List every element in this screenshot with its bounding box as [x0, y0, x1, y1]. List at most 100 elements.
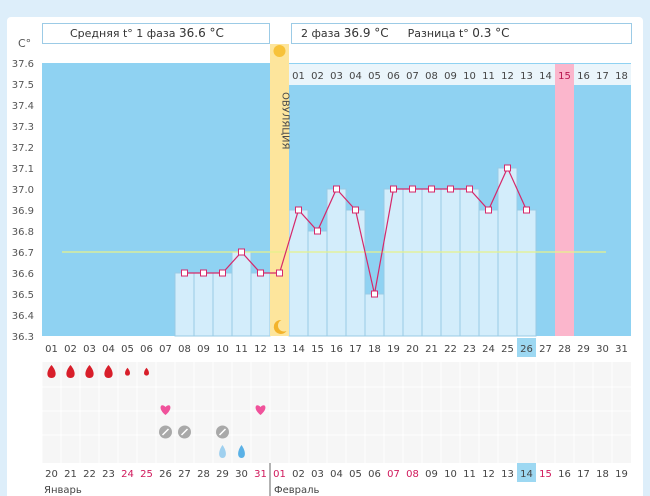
phase2-day-label: 02	[311, 71, 324, 82]
month-label-left: Январь	[44, 485, 82, 496]
sun-icon	[273, 45, 286, 57]
temperature-point[interactable]	[371, 290, 378, 298]
phase2-day-label: 03	[330, 71, 343, 82]
blood-drop-icon[interactable]	[85, 365, 94, 378]
temperature-point[interactable]	[333, 185, 340, 193]
cycle-day-label: 28	[558, 344, 571, 355]
cycle-day-label: 23	[463, 344, 476, 355]
y-tick-label: 37.5	[12, 80, 34, 91]
temperature-point[interactable]	[219, 269, 226, 277]
temperature-point[interactable]	[485, 206, 492, 214]
phase1-summary: Средняя t° 1 фаза 36.6 °C	[42, 23, 270, 44]
cycle-day-label: 06	[140, 344, 153, 355]
cycle-day-label: 07	[159, 344, 172, 355]
y-tick-label: 37.3	[12, 122, 34, 133]
date-label: 11	[463, 469, 476, 480]
temperature-point[interactable]	[238, 248, 245, 256]
date-label: 13	[501, 469, 514, 480]
y-tick-label: 36.7	[12, 248, 34, 259]
phase2-day-label: 14	[539, 71, 552, 82]
date-label: 08	[406, 469, 419, 480]
y-tick-label: 37.6	[12, 59, 34, 70]
date-label: 28	[197, 469, 210, 480]
phase2-day-label: 17	[596, 71, 609, 82]
blood-drop-icon[interactable]	[66, 365, 75, 378]
pill-icon-line	[161, 428, 170, 436]
phase2-day-label: 07	[406, 71, 419, 82]
temperature-point[interactable]	[276, 269, 283, 277]
date-label: 03	[311, 469, 324, 480]
date-label: 27	[178, 469, 191, 480]
date-label: 23	[102, 469, 115, 480]
cycle-day-label: 30	[596, 344, 609, 355]
y-tick-label: 36.8	[12, 227, 34, 238]
temperature-point[interactable]	[523, 206, 530, 214]
blood-drop-icon[interactable]	[125, 367, 130, 376]
month-label-right: Февраль	[274, 485, 320, 496]
date-label: 09	[425, 469, 438, 480]
date-label: 14	[520, 469, 533, 480]
date-label: 15	[539, 469, 552, 480]
blood-drop-icon[interactable]	[104, 365, 113, 378]
cycle-day-label: 24	[482, 344, 495, 355]
phase2-day-label: 04	[349, 71, 362, 82]
date-label: 01	[273, 469, 286, 480]
temperature-point[interactable]	[390, 185, 397, 193]
temperature-bar	[516, 209, 537, 337]
phase2-day-label: 10	[463, 71, 476, 82]
temperature-point[interactable]	[314, 227, 321, 235]
blood-drop-icon[interactable]	[47, 365, 56, 378]
cycle-day-label: 20	[406, 344, 419, 355]
temperature-point[interactable]	[200, 269, 207, 277]
cycle-day-label: 26	[520, 344, 533, 355]
y-tick-label: 36.5	[12, 290, 34, 301]
temperature-point[interactable]	[181, 269, 188, 277]
blood-drop-icon[interactable]	[144, 367, 149, 376]
cycle-day-label: 18	[368, 344, 381, 355]
date-label: 06	[368, 469, 381, 480]
date-label: 04	[330, 469, 343, 480]
temperature-point[interactable]	[447, 185, 454, 193]
cycle-day-label: 13	[273, 344, 286, 355]
discharge-drop-icon[interactable]	[219, 445, 226, 458]
date-label: 22	[83, 469, 96, 480]
temperature-point[interactable]	[352, 206, 359, 214]
temperature-point[interactable]	[295, 206, 302, 214]
y-tick-label: 36.9	[12, 206, 34, 217]
date-label: 05	[349, 469, 362, 480]
cycle-day-label: 31	[615, 344, 628, 355]
cycle-day-label: 04	[102, 344, 115, 355]
heart-icon[interactable]	[160, 405, 171, 415]
date-label: 29	[216, 469, 229, 480]
temperature-bar	[364, 293, 385, 337]
temperature-point[interactable]	[409, 185, 416, 193]
temperature-bar	[250, 272, 271, 337]
cycle-day-label: 11	[235, 344, 248, 355]
phase2-day-label: 06	[387, 71, 400, 82]
pill-icon-line	[218, 428, 227, 436]
discharge-drop-icon[interactable]	[238, 445, 245, 458]
cycle-day-label: 09	[197, 344, 210, 355]
date-label: 24	[121, 469, 134, 480]
diff-value: 0.3 °C	[472, 26, 510, 40]
date-label: 17	[577, 469, 590, 480]
cycle-day-label: 22	[444, 344, 457, 355]
phase2-day-label: 11	[482, 71, 495, 82]
phase1-label: Средняя t° 1 фаза	[70, 27, 176, 40]
y-tick-label: 36.6	[12, 269, 34, 280]
y-tick-label: 36.4	[12, 311, 34, 322]
date-label: 21	[64, 469, 77, 480]
temperature-point[interactable]	[466, 185, 473, 193]
temperature-point[interactable]	[257, 269, 264, 277]
temperature-point[interactable]	[428, 185, 435, 193]
phase2-summary: 2 фаза 36.9 °C Разница t° 0.3 °C	[291, 23, 632, 44]
date-label: 31	[254, 469, 267, 480]
heart-icon[interactable]	[255, 405, 266, 415]
date-label: 25	[140, 469, 153, 480]
temperature-point[interactable]	[504, 164, 511, 172]
cycle-day-label: 25	[501, 344, 514, 355]
temperature-bar	[288, 209, 309, 337]
y-tick-label: 37.2	[12, 143, 34, 154]
cycle-day-label: 05	[121, 344, 134, 355]
highlight-day-column	[555, 85, 574, 336]
